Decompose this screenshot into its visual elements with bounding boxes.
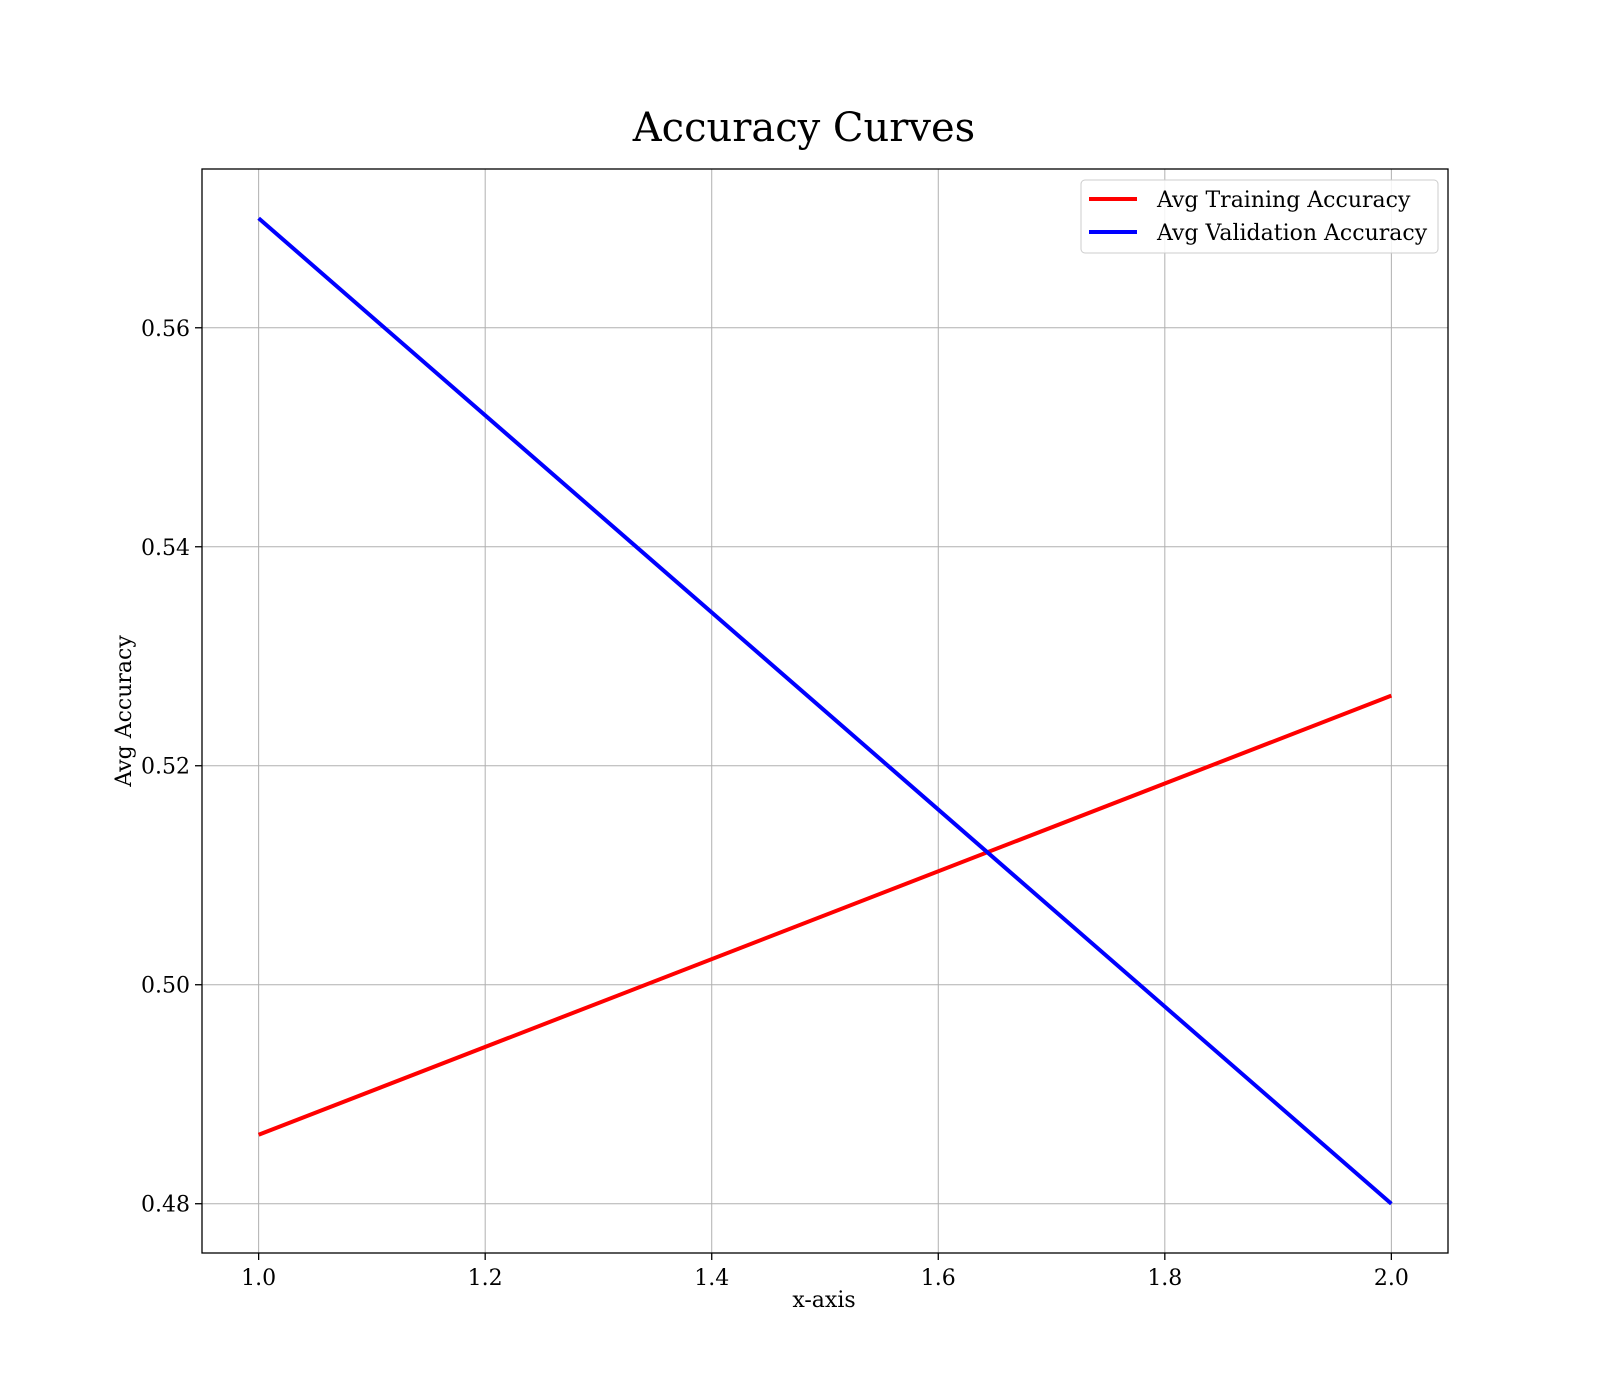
grid-lines <box>202 169 1448 1253</box>
y-axis-label: Avg Accuracy <box>112 635 137 788</box>
legend-label-0: Avg Training Accuracy <box>1156 188 1411 213</box>
chart-title: Accuracy Curves <box>632 105 975 151</box>
x-tick-label: 1.8 <box>1147 1266 1182 1291</box>
plot-area-frame <box>201 168 1449 1254</box>
x-axis-ticks: 1.0 1.2 1.4 1.6 1.8 2.0 <box>241 1253 1409 1291</box>
series-lines <box>257 216 1393 1206</box>
y-tick-label: 0.54 <box>141 536 190 561</box>
legend-box <box>1080 179 1439 254</box>
y-axis-ticks: 0.48 0.50 0.52 0.54 0.56 <box>141 317 202 1218</box>
y-tick-label: 0.48 <box>141 1193 190 1218</box>
x-tick-label: 1.0 <box>241 1266 276 1291</box>
x-tick-label: 2.0 <box>1374 1266 1409 1291</box>
x-tick-label: 1.4 <box>694 1266 729 1291</box>
x-tick-label: 1.6 <box>921 1266 956 1291</box>
y-tick-label: 0.56 <box>141 317 190 342</box>
x-axis-label: x-axis <box>792 1288 855 1313</box>
legend-label-1: Avg Validation Accuracy <box>1156 221 1428 246</box>
legend: Avg Training Accuracy Avg Validation Accu… <box>1080 179 1439 254</box>
y-tick-label: 0.52 <box>141 755 190 780</box>
y-tick-label: 0.50 <box>141 974 190 999</box>
series-line-0 <box>257 693 1393 1137</box>
x-tick-label: 1.2 <box>468 1266 503 1291</box>
series-line-1 <box>257 216 1393 1206</box>
